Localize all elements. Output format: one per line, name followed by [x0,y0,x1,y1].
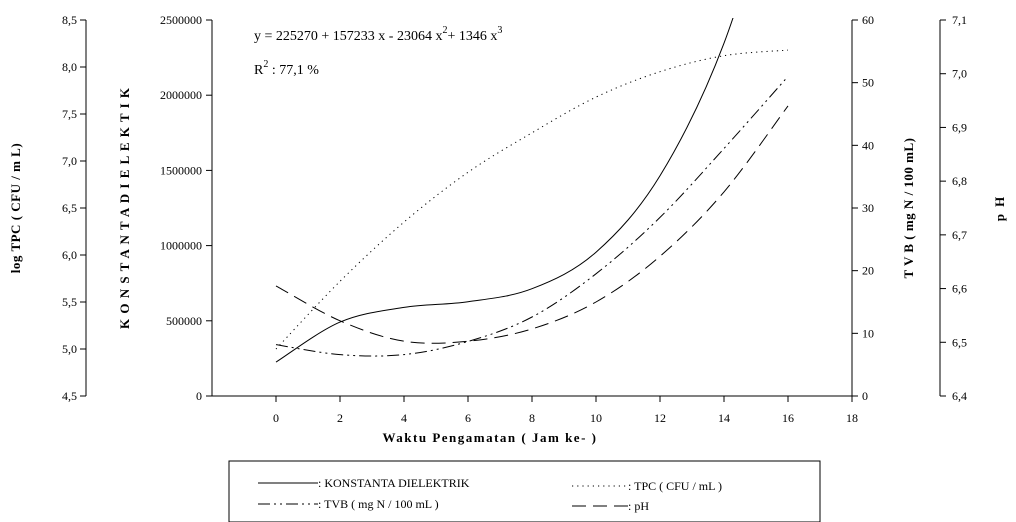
y-tpc-tick-label: 8,0 [62,60,77,74]
equation-prefix: y = 225270 + 157233 x - 23064 x [254,29,442,44]
y-konstanta-tick-label: 1000000 [160,239,202,253]
y-ph-tick-label: 6,6 [952,282,967,296]
x-tick-label: 4 [401,411,407,425]
y-axis-ph-title: p H [992,195,1007,222]
series-line-ph [275,105,789,344]
r-squared-value: : 77,1 % [268,63,319,78]
x-tick-label: 0 [273,411,279,425]
x-tick-label: 18 [846,411,858,425]
x-axis-title: Waktu Pengamatan ( Jam ke- ) [383,430,598,445]
y-axis-tpc-title: log TPC ( CFU / m L) [8,143,23,273]
y-ph-tick-label: 6,7 [952,228,967,242]
equation-exp2: 3 [497,25,502,36]
y-konstanta-tick-label: 2500000 [160,13,202,27]
y-tvb-tick-label: 20 [862,264,874,278]
x-ticks: 0 2 4 6 8 10 12 14 16 18 [273,396,858,425]
y-tvb-tick-label: 0 [862,389,868,403]
legend: : KONSTANTA DIELEKTRIK : TPC ( CFU / mL … [228,460,821,522]
series-line-tvb [275,76,789,357]
y-tpc-tick-label: 8,5 [62,13,77,27]
y-tpc-tick-label: 7,5 [62,107,77,121]
legend-box [228,460,821,522]
series-layer [275,18,789,363]
y-tpc-tick-label: 5,5 [62,295,77,309]
y-tvb-tick-label: 30 [862,201,874,215]
y-tpc-tick-label: 6,5 [62,201,77,215]
equation: y = 225270 + 157233 x - 23064 x2+ 1346 x… [254,25,502,44]
y-tvb-tick-label: 10 [862,326,874,340]
y-axis-konstanta-title: K O N S T A N T A D I E L E K T I K [117,87,132,329]
x-tick-label: 8 [529,411,535,425]
x-tick-label: 16 [782,411,794,425]
y-tvb-tick-label: 40 [862,138,874,152]
series-line-konstanta [275,18,734,363]
x-tick-label: 12 [654,411,666,425]
equation-middle: + 1346 x [447,29,497,44]
y-konstanta-tick-label: 1500000 [160,163,202,177]
y-tpc-tick-label: 6,0 [62,248,77,262]
y-tpc-tick-label: 4,5 [62,389,77,403]
y-ph-tick-label: 6,9 [952,120,967,134]
x-tick-label: 14 [718,411,730,425]
series-line-tpc [275,49,789,350]
equation-exp1: 2 [442,25,447,36]
legend-label-ph: : pH [628,499,649,513]
axes-lines [85,20,941,397]
y-tvb-tick-label: 60 [862,13,874,27]
x-tick-label: 6 [465,411,471,425]
y-ph-tick-label: 6,5 [952,335,967,349]
y-konstanta-tick-label: 500000 [166,314,202,328]
x-tick-label: 2 [337,411,343,425]
y-ph-tick-label: 7,0 [952,67,967,81]
y-ph-tick-label: 6,8 [952,174,967,188]
legend-label-tvb: : TVB ( mg N / 100 mL ) [318,497,439,511]
y-tpc-tick-label: 7,0 [62,154,77,168]
y-konstanta-tick-label: 0 [196,389,202,403]
y-ph-tick-label: 7,1 [952,13,967,27]
y-tpc-tick-label: 5,0 [62,342,77,356]
y-ph-tick-label: 6,4 [952,389,967,403]
x-tick-label: 10 [590,411,602,425]
y-ticks: 4,5 5,0 5,5 6,0 6,5 7,0 7,5 8,0 8,5 0 500000 100000… [62,13,967,403]
legend-label-konstanta: : KONSTANTA DIELEKTRIK [318,476,470,490]
r-squared-label: R [254,63,264,78]
r-squared-exp: 2 [263,59,268,70]
y-tvb-tick-label: 50 [862,76,874,90]
r-squared: R2 : 77,1 % [254,59,319,78]
legend-label-tpc: : TPC ( CFU / mL ) [628,479,722,493]
y-konstanta-tick-label: 2000000 [160,88,202,102]
y-axis-tvb-title: T V B ( mg N / 100 mL) [901,137,916,278]
